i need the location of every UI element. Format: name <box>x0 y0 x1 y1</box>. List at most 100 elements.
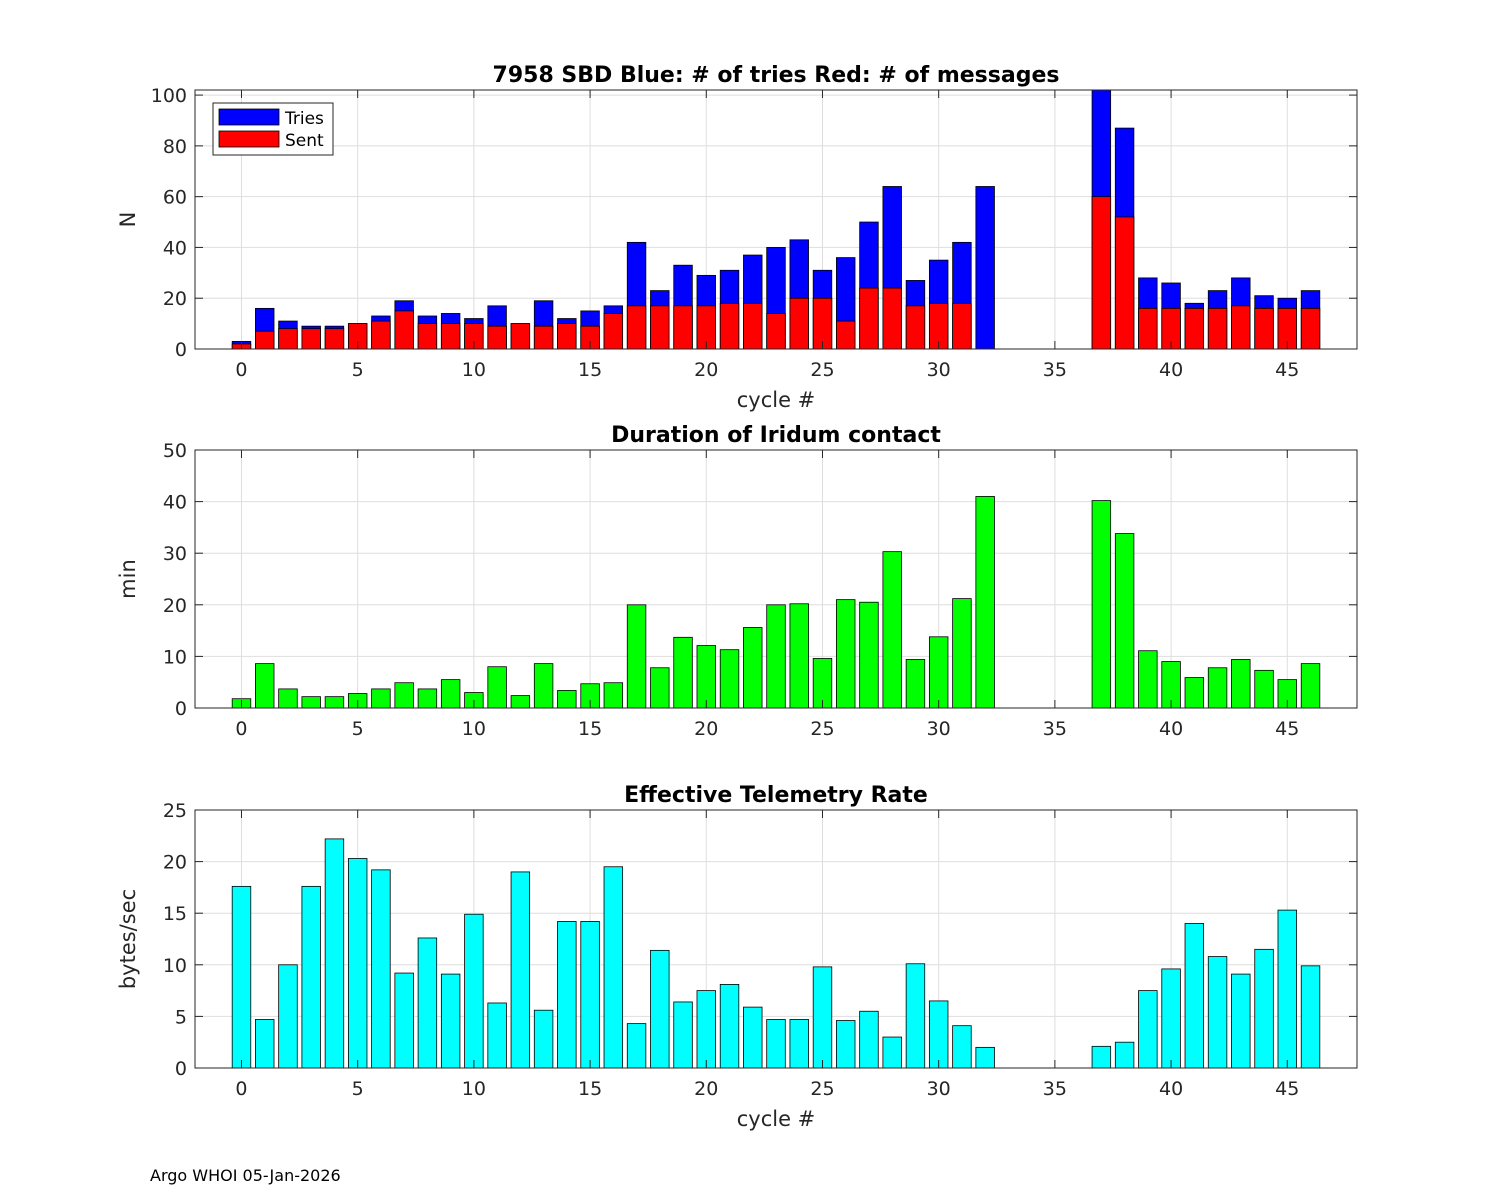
x-tick-label: 5 <box>352 718 364 740</box>
bar-rate-cycle-5 <box>347 858 368 1069</box>
bar-rate-cycle-15 <box>580 921 600 1069</box>
bar-sent-cycle-1 <box>255 330 275 350</box>
chart-panel-3: 0 5 10 15 20 25 30 35 40 45 0 5 10 15 20 25 Effective Te… <box>116 783 1358 1131</box>
bar-sent-cycle-12 <box>510 323 531 350</box>
bar-rate-cycle-8 <box>417 937 438 1069</box>
y-tick-label: 20 <box>163 288 187 310</box>
bar-duration-cycle-13 <box>533 663 554 709</box>
x-tick-label: 10 <box>462 718 486 740</box>
bar-rate-cycle-29 <box>905 963 926 1069</box>
bar-sent-cycle-39 <box>1138 307 1158 350</box>
x-tick-label: 25 <box>810 718 834 740</box>
y-tick-label: 5 <box>175 1006 187 1028</box>
bar-rate-cycle-25 <box>812 966 833 1069</box>
y-tick-label: 10 <box>163 955 187 977</box>
legend-swatch-tries <box>218 108 280 126</box>
y-tick-label: 10 <box>163 646 187 668</box>
x-tick-label: 45 <box>1275 718 1299 740</box>
footer-label: Argo WHOI 05-Jan-2026 <box>150 1166 341 1185</box>
bar-rate-cycle-31 <box>952 1025 972 1069</box>
bar-duration-cycle-23 <box>766 604 786 709</box>
bar-rate-cycle-41 <box>1184 923 1205 1069</box>
bar-sent-cycle-27 <box>859 287 879 350</box>
bar-rate-cycle-19 <box>673 1001 693 1069</box>
bar-rate-cycle-46 <box>1300 965 1321 1069</box>
bar-rate-cycle-16 <box>603 866 624 1069</box>
bar-duration-cycle-27 <box>859 601 879 709</box>
bar-sent-cycle-21 <box>719 302 740 350</box>
legend-swatch-sent <box>218 130 280 148</box>
bar-duration-cycle-43 <box>1231 659 1251 709</box>
bar-rate-cycle-30 <box>928 1000 949 1069</box>
bar-duration-cycle-9 <box>440 679 461 709</box>
bar-duration-cycle-19 <box>673 636 693 709</box>
bar-rate-cycle-27 <box>859 1010 879 1069</box>
bar-duration-cycle-41 <box>1184 677 1205 709</box>
bar-sent-cycle-26 <box>836 320 856 350</box>
y-tick-label: 20 <box>163 852 187 874</box>
bar-rate-cycle-7 <box>394 972 414 1069</box>
bar-duration-cycle-30 <box>928 636 949 709</box>
bar-sent-cycle-38 <box>1114 216 1135 350</box>
bar-rate-cycle-21 <box>719 984 740 1069</box>
y-tick-label: 15 <box>163 903 187 925</box>
x-tick-label: 35 <box>1043 718 1067 740</box>
bar-sent-cycle-17 <box>626 305 647 350</box>
x-tick-label: 45 <box>1275 359 1299 381</box>
bar-sent-cycle-42 <box>1207 307 1228 350</box>
bar-sent-cycle-31 <box>952 302 972 350</box>
bar-rate-cycle-9 <box>440 973 461 1069</box>
bar-sent-cycle-37 <box>1091 196 1112 350</box>
y-tick-label: 30 <box>163 543 187 565</box>
bar-sent-cycle-43 <box>1231 305 1251 350</box>
x-tick-label: 40 <box>1159 718 1183 740</box>
bar-rate-cycle-0 <box>231 885 252 1069</box>
x-tick-label: 10 <box>462 359 486 381</box>
bar-duration-cycle-2 <box>278 688 298 709</box>
bar-duration-cycle-7 <box>394 682 414 709</box>
bar-sent-cycle-16 <box>603 313 624 350</box>
chart-panel-2: 0 5 10 15 20 25 30 35 40 45 0 10 20 30 40 50 Duration of… <box>116 423 1358 740</box>
chart-title: 7958 SBD Blue: # of tries Red: # of mess… <box>493 63 1060 88</box>
bar-duration-cycle-22 <box>743 627 763 709</box>
bar-rate-cycle-32 <box>975 1046 995 1069</box>
bar-rate-cycle-39 <box>1138 990 1158 1069</box>
x-tick-label: 5 <box>352 1078 364 1100</box>
bar-rate-cycle-4 <box>324 838 345 1069</box>
bar-duration-cycle-1 <box>255 663 275 709</box>
x-tick-label: 30 <box>927 718 951 740</box>
y-tick-label: 0 <box>175 339 187 361</box>
x-tick-label: 25 <box>810 1078 834 1100</box>
bar-rate-cycle-24 <box>789 1019 809 1069</box>
bar-duration-cycle-8 <box>417 688 438 709</box>
bar-duration-cycle-20 <box>696 645 716 709</box>
bar-duration-cycle-16 <box>603 682 624 709</box>
bar-duration-cycle-17 <box>626 604 647 709</box>
x-tick-label: 30 <box>927 1078 951 1100</box>
x-tick-label: 40 <box>1159 1078 1183 1100</box>
y-axis-label: min <box>116 559 140 599</box>
bar-sent-cycle-41 <box>1184 307 1205 350</box>
x-tick-label: 0 <box>235 718 247 740</box>
x-tick-label: 15 <box>578 718 602 740</box>
bar-duration-cycle-38 <box>1114 533 1135 709</box>
bar-rate-cycle-42 <box>1207 956 1228 1069</box>
bar-rate-cycle-12 <box>510 871 531 1069</box>
bar-duration-cycle-44 <box>1254 669 1274 709</box>
bar-sent-cycle-46 <box>1300 307 1321 350</box>
bar-duration-cycle-11 <box>487 666 507 709</box>
axes-box <box>194 89 1358 350</box>
x-tick-label: 30 <box>927 359 951 381</box>
bar-rate-cycle-38 <box>1114 1041 1135 1069</box>
bar-tries-cycle-32 <box>975 186 995 350</box>
bar-duration-cycle-6 <box>371 688 391 709</box>
bar-duration-cycle-42 <box>1207 667 1228 709</box>
y-tick-label: 0 <box>175 1058 187 1080</box>
x-tick-label: 45 <box>1275 1078 1299 1100</box>
axes-box <box>194 809 1358 1069</box>
bar-rate-cycle-2 <box>278 964 298 1069</box>
bar-rate-cycle-40 <box>1161 968 1181 1069</box>
bar-sent-cycle-28 <box>882 287 902 350</box>
bar-duration-cycle-21 <box>719 649 740 709</box>
bar-sent-cycle-6 <box>371 320 391 350</box>
